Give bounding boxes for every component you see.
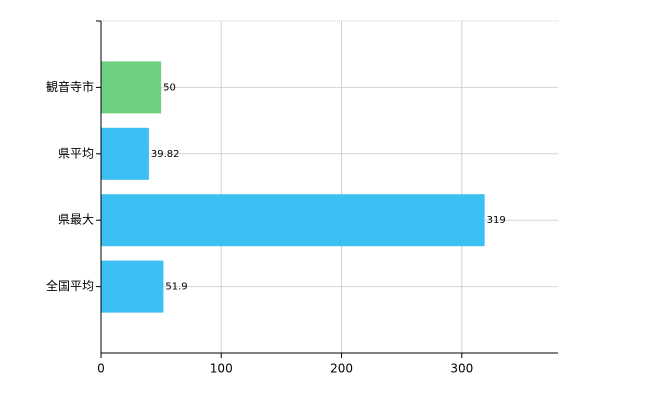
bar: [101, 127, 149, 180]
y-tick-label: 県最大: [58, 213, 94, 227]
y-tick-label: 全国平均: [46, 278, 94, 293]
x-tick-label: 0: [97, 362, 105, 376]
bar: [101, 194, 485, 247]
bar: [101, 260, 164, 313]
x-tick-label: 200: [330, 362, 353, 376]
x-tick-label: 300: [450, 362, 473, 376]
value-label: 50: [163, 82, 176, 93]
y-tick-label: 県平均: [58, 146, 94, 160]
x-tick-label: 100: [210, 362, 233, 376]
bar: [101, 61, 162, 114]
y-tick-label: 観音寺市: [46, 79, 94, 94]
value-label: 39.82: [151, 149, 180, 160]
value-label: 319: [487, 215, 506, 226]
value-label: 51.9: [165, 282, 187, 293]
